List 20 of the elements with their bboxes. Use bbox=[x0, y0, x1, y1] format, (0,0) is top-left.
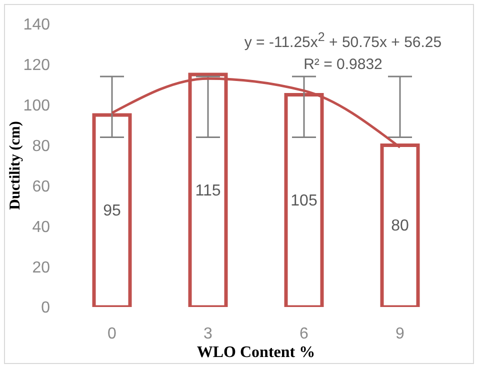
y-tick-label: 0 bbox=[41, 300, 50, 317]
annotation: R² = 0.9832 bbox=[302, 55, 384, 75]
x-tick-label: 3 bbox=[204, 325, 213, 342]
y-tick-label: 60 bbox=[32, 178, 50, 196]
y-tick-label: 40 bbox=[32, 218, 50, 236]
data-label: 80 bbox=[391, 218, 409, 235]
x-tick-label: 6 bbox=[300, 325, 309, 342]
y-tick-label: 140 bbox=[23, 16, 50, 34]
y-tick-label: 120 bbox=[23, 57, 50, 74]
x-axis-title: WLO Content % bbox=[196, 344, 316, 361]
x-tick-label: 9 bbox=[396, 325, 405, 342]
data-label: 115 bbox=[195, 182, 221, 200]
y-tick-label: 20 bbox=[32, 259, 50, 276]
y-axis-title: Ductility (cm) bbox=[7, 121, 24, 210]
annotation: y = -11.25x$^{2}$ + 50.75x + 56.25 bbox=[243, 29, 443, 53]
x-tick-label: 0 bbox=[108, 325, 117, 342]
y-tick-label: 80 bbox=[32, 138, 50, 155]
y-tick-label: 100 bbox=[23, 98, 50, 115]
data-label: 95 bbox=[103, 202, 121, 220]
data-label: 105 bbox=[290, 192, 318, 210]
